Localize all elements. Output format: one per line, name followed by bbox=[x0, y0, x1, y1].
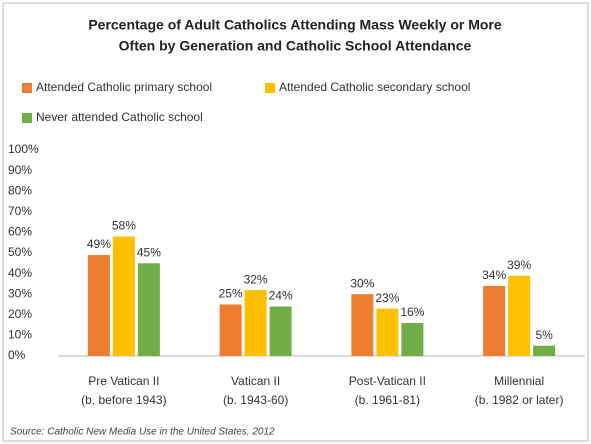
value-label: 39% bbox=[507, 258, 531, 272]
x-tick-label: (b. before 1943) bbox=[81, 393, 166, 407]
x-tick-label: Millennial bbox=[494, 374, 544, 388]
y-tick-label: 60% bbox=[8, 225, 32, 239]
bar bbox=[244, 290, 267, 356]
bar bbox=[483, 285, 506, 356]
y-tick-label: 50% bbox=[8, 245, 32, 259]
y-tick-label: 100% bbox=[8, 142, 39, 156]
legend-swatch bbox=[265, 83, 275, 93]
y-tick-label: 70% bbox=[8, 204, 32, 218]
y-tick-label: 10% bbox=[8, 328, 32, 342]
x-tick-label: Pre Vatican II bbox=[88, 374, 159, 388]
x-tick-label: (b. 1961-81) bbox=[355, 393, 420, 407]
y-tick-label: 20% bbox=[8, 307, 32, 321]
chart-title: Often by Generation and Catholic School … bbox=[119, 38, 472, 54]
y-tick-label: 40% bbox=[8, 266, 32, 280]
y-tick-label: 90% bbox=[8, 163, 32, 177]
source: Source: Catholic New Media Use in the Un… bbox=[10, 427, 275, 438]
value-label: 34% bbox=[482, 268, 506, 282]
y-tick-label: 0% bbox=[8, 348, 26, 362]
legend-label: Attended Catholic secondary school bbox=[279, 80, 470, 94]
x-tick-label: Vatican II bbox=[231, 374, 280, 388]
y-tick-label: 80% bbox=[8, 183, 32, 197]
value-label: 45% bbox=[137, 245, 161, 259]
legend-swatch bbox=[22, 113, 32, 123]
value-label: 32% bbox=[244, 272, 268, 286]
legend-swatch bbox=[22, 83, 32, 93]
bar bbox=[87, 255, 110, 356]
bar bbox=[508, 275, 531, 356]
value-label: 25% bbox=[219, 287, 243, 301]
value-label: 49% bbox=[87, 237, 111, 251]
y-tick-label: 30% bbox=[8, 286, 32, 300]
bar bbox=[376, 308, 399, 356]
value-label: 24% bbox=[269, 289, 293, 303]
value-label: 5% bbox=[535, 328, 553, 342]
value-label: 58% bbox=[112, 219, 136, 233]
x-tick-label: Post-Vatican II bbox=[349, 374, 426, 388]
bar bbox=[137, 263, 160, 356]
bar bbox=[269, 306, 292, 356]
bar bbox=[219, 304, 242, 356]
bar bbox=[351, 294, 374, 356]
bar bbox=[401, 323, 424, 356]
value-label: 30% bbox=[350, 276, 374, 290]
legend-label: Attended Catholic primary school bbox=[36, 80, 212, 94]
bar bbox=[112, 236, 135, 356]
value-label: 23% bbox=[375, 291, 399, 305]
x-tick-label: (b. 1943-60) bbox=[223, 393, 288, 407]
x-tick-label: (b. 1982 or later) bbox=[475, 393, 564, 407]
chart-title: Percentage of Adult Catholics Attending … bbox=[88, 17, 502, 33]
bar bbox=[533, 345, 556, 356]
legend-label: Never attended Catholic school bbox=[36, 110, 203, 124]
value-label: 16% bbox=[400, 305, 424, 319]
